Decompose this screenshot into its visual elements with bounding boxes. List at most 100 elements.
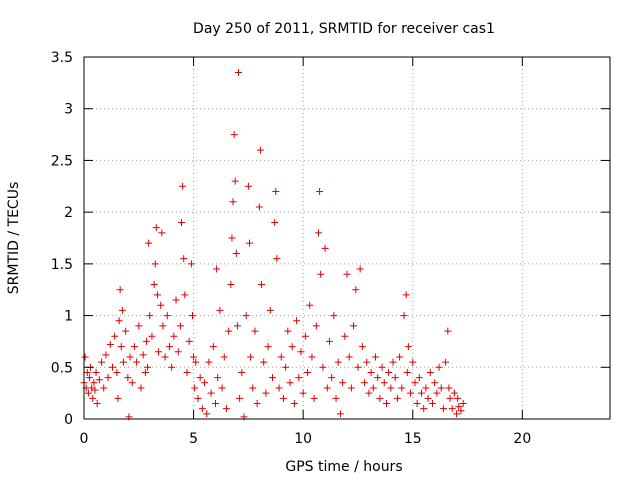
data-point (155, 348, 163, 356)
data-point (242, 312, 250, 320)
data-point (431, 379, 439, 387)
data-point (448, 405, 456, 413)
data-point (119, 358, 127, 366)
data-point (321, 244, 329, 252)
data-point (157, 301, 165, 309)
data-point (433, 389, 441, 397)
data-point (352, 286, 360, 294)
data-point (168, 363, 176, 371)
y-tick-label: 0.5 (51, 360, 73, 376)
data-point (260, 358, 268, 366)
data-point (229, 198, 237, 206)
data-point (100, 384, 108, 392)
data-point (165, 343, 173, 351)
data-point (442, 358, 450, 366)
data-point (231, 177, 239, 185)
data-point (102, 351, 110, 359)
data-point (330, 312, 338, 320)
data-point (415, 374, 423, 382)
data-point (176, 322, 184, 330)
data-point (341, 332, 349, 340)
data-point (233, 322, 241, 330)
data-point (106, 341, 114, 349)
data-point (409, 358, 417, 366)
data-point (424, 394, 432, 402)
data-point (290, 399, 298, 407)
chart-title: Day 250 of 2011, SRMTID for receiver cas… (193, 21, 495, 37)
data-point (163, 312, 171, 320)
data-point (113, 368, 121, 376)
data-point (124, 374, 132, 382)
data-point (89, 394, 97, 402)
data-point (92, 368, 100, 376)
x-axis-label: GPS time / hours (285, 459, 402, 475)
data-point (262, 389, 270, 397)
data-point (325, 337, 333, 345)
data-point (172, 296, 180, 304)
data-point (380, 379, 388, 387)
data-point (271, 218, 279, 226)
data-point (279, 394, 287, 402)
data-point (249, 384, 257, 392)
data-point (225, 327, 233, 335)
data-point (159, 322, 167, 330)
data-point (446, 394, 454, 402)
data-point (273, 255, 281, 263)
data-point (212, 399, 219, 407)
data-point (317, 270, 325, 278)
y-tick-labels: 0 0.5 1 1.5 2 2.5 3 3.5 (51, 50, 73, 428)
data-point (371, 353, 379, 361)
data-point (180, 255, 188, 263)
data-point (251, 327, 259, 335)
data-point (141, 368, 149, 376)
data-point (144, 363, 152, 371)
data-point (393, 394, 401, 402)
data-point (183, 368, 191, 376)
data-point (98, 358, 106, 366)
data-point (445, 384, 453, 392)
data-point (284, 327, 292, 335)
data-points (80, 69, 467, 421)
y-tick-label: 2 (64, 205, 73, 221)
y-tick-label: 1.5 (51, 257, 73, 273)
data-point (126, 353, 134, 361)
x-tick-label: 20 (513, 431, 531, 447)
data-point (272, 187, 280, 195)
y-tick-label: 3 (64, 102, 73, 118)
data-point (439, 405, 447, 413)
data-point (116, 286, 124, 294)
data-point (402, 291, 410, 299)
data-point (137, 384, 145, 392)
data-point (256, 146, 264, 154)
data-point (174, 348, 182, 356)
data-point (93, 399, 101, 407)
data-point (188, 312, 196, 320)
data-point (275, 384, 283, 392)
data-point (245, 239, 253, 247)
data-point (179, 182, 187, 190)
data-point (389, 358, 397, 366)
data-point (214, 374, 222, 382)
data-point (235, 69, 243, 77)
data-point (108, 363, 116, 371)
y-axis-label: SRMTID / TECUs (6, 182, 22, 295)
data-point (356, 265, 364, 273)
data-point (387, 384, 395, 392)
data-point (455, 403, 463, 411)
data-point (152, 224, 160, 232)
data-point (376, 394, 384, 402)
data-point (334, 358, 342, 366)
data-point (316, 187, 324, 195)
data-point (299, 389, 307, 397)
data-point (244, 182, 252, 190)
data-point (198, 405, 206, 413)
data-point (277, 353, 285, 361)
data-point (111, 332, 119, 340)
data-point (194, 394, 202, 402)
grid-lines (84, 57, 610, 419)
data-point (308, 353, 316, 361)
data-point (304, 368, 312, 376)
data-point (310, 394, 318, 402)
data-point (450, 389, 458, 397)
data-point (391, 374, 399, 382)
